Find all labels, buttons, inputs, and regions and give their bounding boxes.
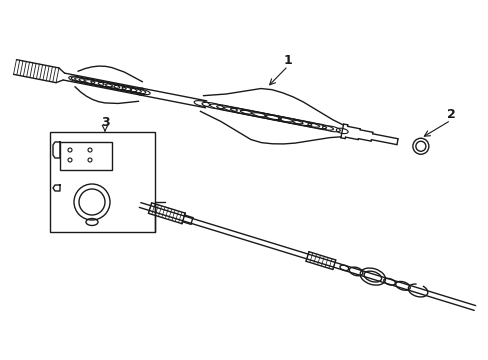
Bar (60, 142, 112, 170)
Text: 3: 3 (101, 116, 109, 129)
Text: 1: 1 (283, 54, 292, 67)
Bar (50, 132, 155, 232)
Text: 2: 2 (446, 108, 454, 121)
